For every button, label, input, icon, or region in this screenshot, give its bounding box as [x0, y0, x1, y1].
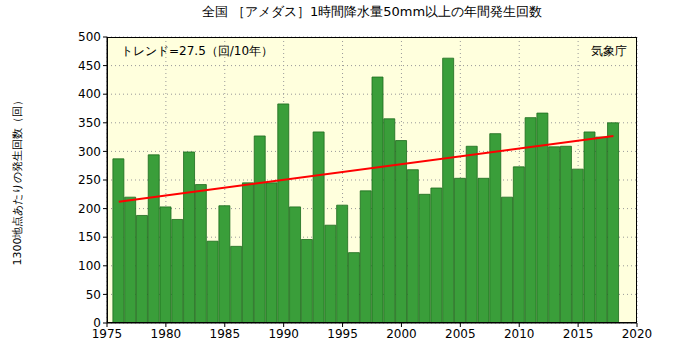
svg-text:1980: 1980 — [151, 327, 182, 341]
svg-text:1985: 1985 — [210, 327, 241, 341]
svg-text:50: 50 — [86, 288, 101, 302]
svg-text:400: 400 — [78, 87, 101, 101]
svg-text:1990: 1990 — [268, 327, 299, 341]
svg-text:350: 350 — [78, 116, 101, 130]
svg-text:200: 200 — [78, 202, 101, 216]
svg-text:0: 0 — [93, 316, 101, 330]
svg-text:500: 500 — [78, 30, 101, 44]
svg-text:1300地点あたりの発生回数（回）: 1300地点あたりの発生回数（回） — [11, 95, 24, 266]
svg-text:2000: 2000 — [386, 327, 417, 341]
html-text:気象庁: 気象庁 — [591, 44, 627, 58]
svg-text:250: 250 — [78, 173, 101, 187]
svg-text:300: 300 — [78, 145, 101, 159]
html-text:全国 ［アメダス］1時間降水量50mm以上の年間発生回数: 全国 ［アメダス］1時間降水量50mm以上の年間発生回数 — [201, 4, 543, 19]
svg-text:2015: 2015 — [563, 327, 594, 341]
svg-text:2020: 2020 — [622, 327, 653, 341]
svg-text:150: 150 — [78, 230, 101, 244]
svg-text:450: 450 — [78, 59, 101, 73]
svg-text:2005: 2005 — [445, 327, 476, 341]
svg-text:1995: 1995 — [327, 327, 358, 341]
svg-text:100: 100 — [78, 259, 101, 273]
html-text:トレンド=27.5（回/10年）: トレンド=27.5（回/10年） — [121, 44, 274, 58]
svg-text:1975: 1975 — [91, 326, 123, 341]
svg-text:2010: 2010 — [504, 327, 535, 341]
